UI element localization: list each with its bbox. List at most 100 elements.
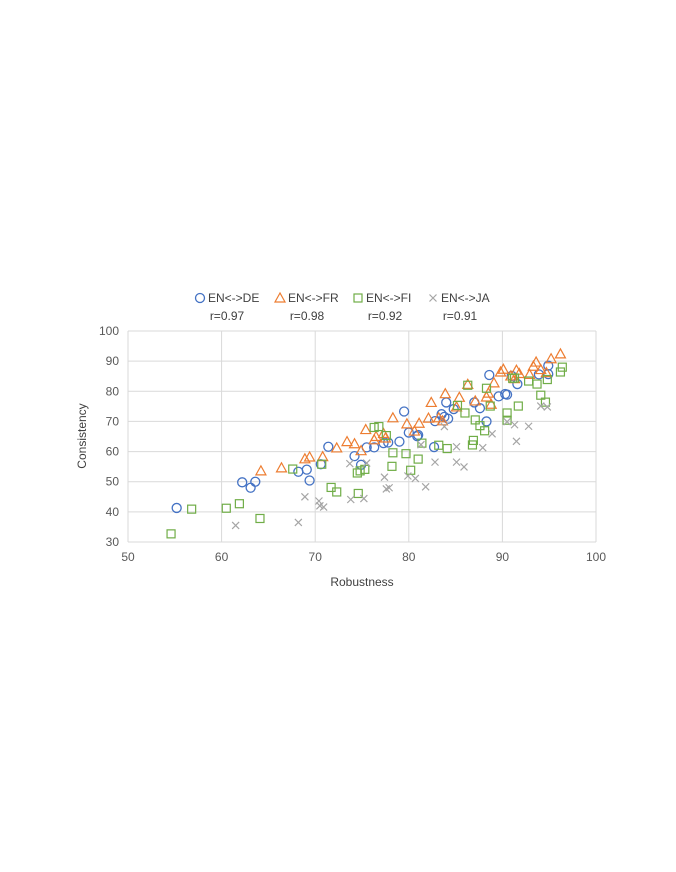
data-point bbox=[452, 458, 461, 467]
data-point bbox=[355, 466, 365, 476]
data-point bbox=[359, 423, 372, 435]
data-point bbox=[460, 408, 470, 418]
data-point bbox=[332, 487, 342, 497]
legend-marker bbox=[273, 291, 287, 303]
data-point bbox=[485, 401, 495, 411]
data-point bbox=[406, 465, 416, 475]
data-point bbox=[300, 492, 309, 501]
data-point bbox=[359, 494, 368, 503]
data-point bbox=[411, 474, 420, 483]
data-point bbox=[171, 502, 182, 514]
correlation-label: r=0.92 bbox=[368, 309, 403, 323]
data-point bbox=[231, 521, 240, 530]
data-point bbox=[353, 488, 363, 499]
data-point bbox=[545, 352, 558, 364]
correlation-label: r=0.91 bbox=[443, 309, 478, 323]
data-point bbox=[534, 363, 547, 375]
x-tick-label: 100 bbox=[586, 550, 606, 564]
data-point bbox=[484, 369, 495, 381]
data-point bbox=[452, 442, 461, 451]
data-point bbox=[431, 458, 439, 467]
data-point bbox=[187, 504, 197, 514]
data-point bbox=[255, 513, 265, 524]
legend-label: EN<->FR bbox=[288, 291, 339, 305]
data-point bbox=[452, 400, 463, 411]
data-point bbox=[413, 454, 423, 464]
data-point bbox=[250, 476, 261, 487]
correlation-label: r=0.98 bbox=[290, 309, 325, 323]
data-point bbox=[523, 368, 536, 380]
data-point bbox=[387, 461, 397, 471]
data-point bbox=[319, 503, 328, 511]
data-point bbox=[530, 355, 543, 367]
data-point bbox=[509, 373, 520, 383]
data-point bbox=[413, 417, 426, 428]
legend-marker bbox=[353, 293, 363, 303]
correlation-label: r=0.97 bbox=[210, 309, 245, 323]
data-point bbox=[288, 464, 298, 474]
data-point bbox=[460, 463, 468, 471]
data-point bbox=[403, 472, 412, 480]
data-point bbox=[303, 450, 316, 462]
data-point bbox=[463, 380, 473, 390]
data-point bbox=[421, 482, 430, 491]
y-tick-label: 30 bbox=[106, 535, 120, 549]
data-point bbox=[540, 397, 551, 407]
data-point bbox=[502, 408, 512, 418]
legend-label: EN<->FI bbox=[366, 291, 411, 305]
data-point bbox=[554, 347, 567, 359]
data-point bbox=[401, 449, 411, 459]
y-tick-label: 100 bbox=[99, 324, 119, 338]
legend-label: EN<->DE bbox=[208, 291, 259, 305]
data-point bbox=[388, 448, 398, 458]
x-tick-label: 90 bbox=[496, 550, 510, 564]
data-point bbox=[542, 374, 552, 385]
data-point bbox=[536, 390, 546, 400]
data-point bbox=[425, 396, 438, 408]
data-point bbox=[369, 442, 380, 453]
series-enfr bbox=[254, 347, 567, 476]
data-point bbox=[301, 464, 312, 475]
data-point bbox=[374, 421, 384, 432]
legend-marker bbox=[429, 294, 437, 302]
data-point bbox=[453, 391, 466, 402]
legend-marker bbox=[194, 292, 206, 304]
data-point bbox=[362, 459, 371, 467]
data-point bbox=[469, 394, 482, 406]
data-point bbox=[400, 417, 413, 429]
series-enja bbox=[231, 402, 552, 530]
data-point bbox=[408, 424, 421, 436]
data-point bbox=[461, 378, 474, 389]
data-point bbox=[221, 503, 231, 513]
data-point bbox=[543, 403, 552, 411]
data-point bbox=[501, 389, 513, 400]
data-point bbox=[524, 422, 533, 431]
data-point bbox=[294, 518, 303, 527]
data-point bbox=[385, 483, 394, 492]
y-tick-label: 80 bbox=[106, 384, 120, 398]
data-point bbox=[245, 482, 256, 493]
data-point bbox=[428, 441, 440, 453]
data-point bbox=[341, 435, 354, 447]
legend-label: EN<->JA bbox=[441, 291, 490, 305]
data-point bbox=[369, 422, 379, 433]
data-point bbox=[481, 383, 492, 393]
data-point bbox=[380, 473, 389, 482]
y-tick-label: 90 bbox=[106, 354, 120, 368]
y-tick-label: 60 bbox=[106, 445, 120, 459]
data-point bbox=[502, 415, 512, 425]
data-point bbox=[293, 466, 304, 477]
data-point bbox=[237, 477, 248, 488]
data-point bbox=[386, 411, 399, 423]
data-point bbox=[503, 417, 512, 426]
data-point bbox=[440, 422, 449, 431]
data-point bbox=[442, 443, 452, 454]
data-point bbox=[422, 411, 435, 423]
tick-labels: 30 40 50 60 70 80 90 100 50 60 70 80 90 100 bbox=[99, 324, 606, 564]
data-point bbox=[398, 406, 410, 417]
data-point bbox=[381, 430, 391, 441]
legend-item: EN<->FI r=0.92 bbox=[353, 291, 411, 323]
x-tick-label: 50 bbox=[121, 550, 135, 564]
legend-item: EN<->JA r=0.91 bbox=[429, 291, 490, 323]
